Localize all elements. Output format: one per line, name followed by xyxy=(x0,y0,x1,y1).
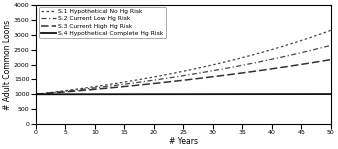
S.4 Hypothetical Complete Hg Risk xyxy=(329,93,333,95)
S.1 Hypothetical No Hg Risk xyxy=(275,47,280,49)
S.3 Current High Hg Risk xyxy=(34,93,38,95)
S.3 Current High Hg Risk xyxy=(193,78,197,80)
S.1 Hypothetical No Hg Risk xyxy=(175,72,179,73)
S.2 Current Low Hg Risk xyxy=(174,76,178,78)
S.3 Current High Hg Risk xyxy=(321,60,325,62)
S.4 Hypothetical Complete Hg Risk xyxy=(275,93,280,95)
Legend: S.1 Hypothetical No Hg Risk, S.2 Current Low Hg Risk, S.3 Current High Hg Risk, : S.1 Hypothetical No Hg Risk, S.2 Current… xyxy=(39,7,166,38)
S.2 Current Low Hg Risk xyxy=(321,46,325,48)
S.1 Hypothetical No Hg Risk xyxy=(174,72,178,74)
S.1 Hypothetical No Hg Risk xyxy=(193,68,197,70)
S.4 Hypothetical Complete Hg Risk xyxy=(175,93,179,95)
S.1 Hypothetical No Hg Risk xyxy=(34,93,38,95)
Line: S.3 Current High Hg Risk: S.3 Current High Hg Risk xyxy=(36,60,331,94)
S.4 Hypothetical Complete Hg Risk xyxy=(193,93,197,95)
S.4 Hypothetical Complete Hg Risk xyxy=(34,93,38,95)
S.2 Current Low Hg Risk xyxy=(209,70,213,72)
Line: S.1 Hypothetical No Hg Risk: S.1 Hypothetical No Hg Risk xyxy=(36,30,331,94)
S.2 Current Low Hg Risk xyxy=(193,73,197,75)
S.2 Current Low Hg Risk xyxy=(34,93,38,95)
S.2 Current Low Hg Risk xyxy=(275,57,280,59)
S.4 Hypothetical Complete Hg Risk xyxy=(321,93,325,95)
Line: S.2 Current Low Hg Risk: S.2 Current Low Hg Risk xyxy=(36,45,331,94)
S.3 Current High Hg Risk xyxy=(174,80,178,82)
S.3 Current High Hg Risk xyxy=(275,67,280,69)
S.3 Current High Hg Risk xyxy=(209,76,213,78)
S.3 Current High Hg Risk xyxy=(329,59,333,60)
S.2 Current Low Hg Risk xyxy=(329,45,333,46)
S.4 Hypothetical Complete Hg Risk xyxy=(209,93,213,95)
S.2 Current Low Hg Risk xyxy=(175,76,179,77)
S.3 Current High Hg Risk xyxy=(175,80,179,82)
S.1 Hypothetical No Hg Risk xyxy=(209,64,213,66)
S.1 Hypothetical No Hg Risk xyxy=(321,32,325,34)
X-axis label: # Years: # Years xyxy=(169,136,198,146)
S.1 Hypothetical No Hg Risk xyxy=(329,30,333,31)
Y-axis label: # Adult Common Loons: # Adult Common Loons xyxy=(3,20,13,110)
S.4 Hypothetical Complete Hg Risk xyxy=(174,93,178,95)
